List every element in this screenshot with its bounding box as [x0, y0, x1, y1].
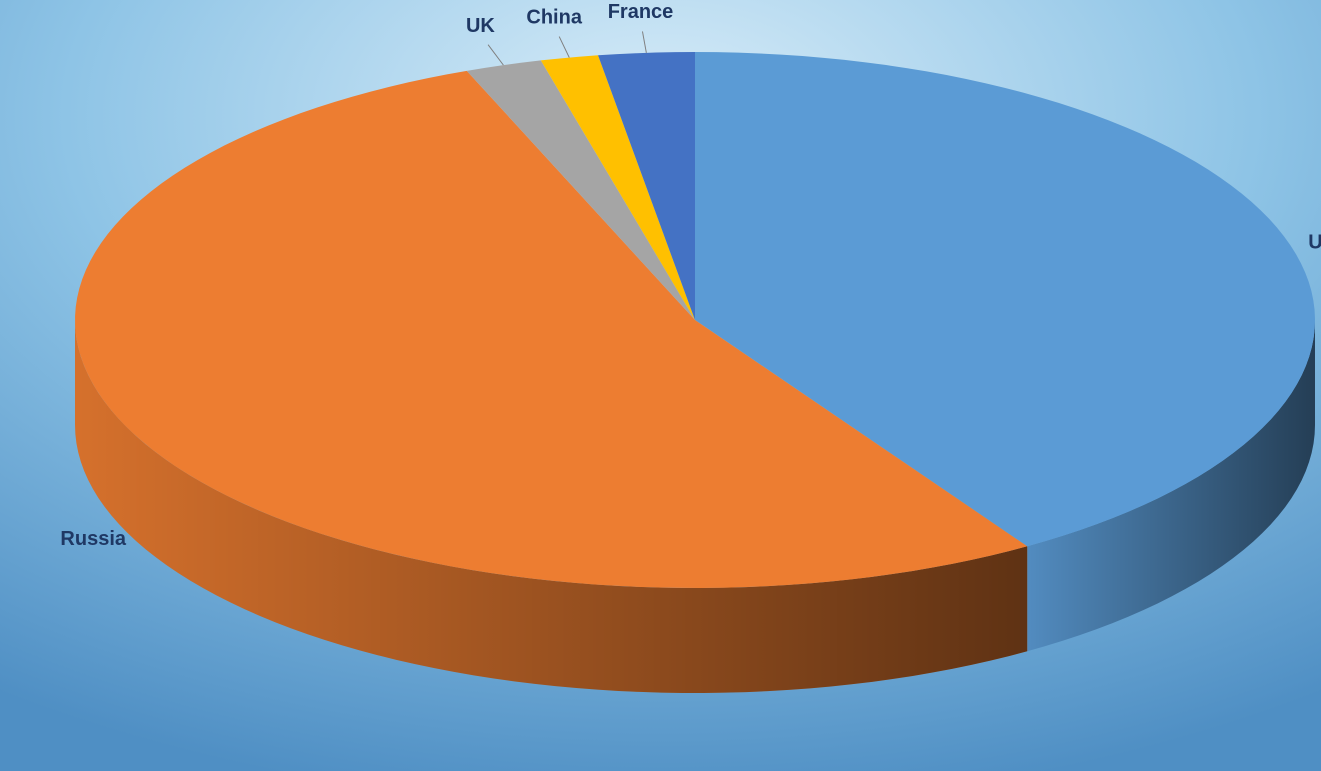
slice-side-shade — [1027, 320, 1315, 652]
slice — [466, 60, 695, 321]
slice-side-shade — [75, 320, 1028, 693]
leader-line — [641, 31, 647, 53]
data-label: France — [608, 1, 674, 23]
slice — [75, 70, 1028, 588]
pie-sides — [75, 320, 1315, 693]
leader-line — [487, 44, 504, 66]
pie-top — [75, 52, 1315, 588]
data-label: China — [526, 6, 582, 28]
labels: US Russia UK China France — [60, 1, 1321, 550]
leader-line — [558, 36, 570, 58]
data-label: US — [1308, 231, 1321, 253]
slice — [540, 55, 695, 320]
slice — [695, 52, 1315, 547]
data-label: Russia — [60, 528, 126, 550]
slice — [598, 52, 695, 320]
data-label: UK — [466, 15, 495, 37]
